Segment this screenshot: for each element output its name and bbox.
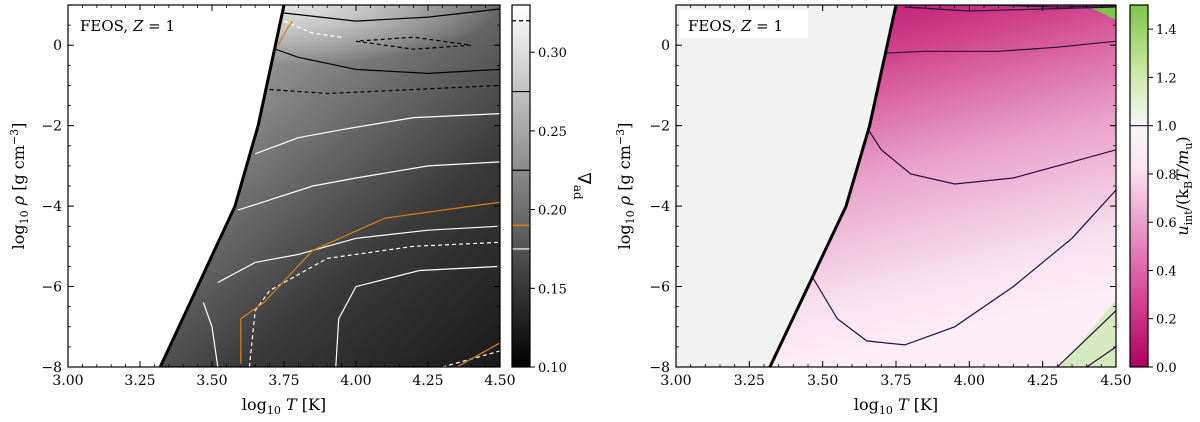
left-colorbar: 0.10 0.15 0.20 0.25 0.30 ∇ad (511, 4, 594, 376)
left-contour-group (202, 8, 500, 367)
right-contour-line (857, 113, 1116, 185)
left-x-tick-label: 4.25 (412, 373, 443, 389)
right-x-axis: 3.00 3.25 3.50 3.75 4.00 4.25 4.50 (660, 5, 1132, 389)
left-contour-line (277, 20, 294, 46)
right-y-tick-label: 0 (661, 38, 670, 54)
left-contour-line (240, 201, 500, 367)
left-contour-line (283, 8, 500, 22)
right-y-tick-label: −4 (649, 199, 670, 215)
right-colorbar-gradient (1130, 5, 1148, 367)
left-x-tick-label: 3.50 (196, 373, 227, 389)
right-contour-line (904, 6, 1116, 12)
left-colorbar-tick-label: 0.20 (538, 204, 567, 219)
right-x-tick-label: 3.25 (734, 373, 765, 389)
right-y-tick-label: −8 (649, 360, 670, 376)
right-colorbar-label: uint/(kBT/mu) (1173, 136, 1195, 235)
right-y-axis-label: log10 ρ [g cm−3] (614, 123, 637, 250)
left-panel: 3.00 3.25 3.50 3.75 4.00 4.25 4.50 0 −2 −4 −6 −8 F… (8, 4, 594, 417)
left-colorbar-ticks: 0.10 0.15 0.20 0.25 0.30 (530, 46, 567, 376)
left-colorbar-tick-label: 0.10 (538, 361, 567, 376)
left-colorbar-tick-label: 0.30 (538, 46, 567, 61)
left-y-tick-label: −4 (41, 199, 62, 215)
left-contour-line (456, 342, 500, 367)
right-colorbar-tick-label: 0.6 (1156, 216, 1177, 231)
left-x-tick-label: 4.50 (484, 373, 515, 389)
right-y-tick-label: −2 (649, 119, 670, 135)
right-colorbar-tick-label: 0.0 (1156, 361, 1177, 376)
right-colorbar-tick-label: 0.4 (1156, 264, 1177, 279)
right-x-tick-label: 4.00 (954, 373, 985, 389)
right-colorbar-tick-label: 1.4 (1156, 23, 1177, 38)
right-colorbar: 0.0 0.2 0.4 0.6 0.8 1.0 1.2 1.4 uint/(kBT/mu) (1129, 4, 1195, 376)
right-x-tick-label: 4.50 (1100, 373, 1131, 389)
right-invalid-region (676, 5, 896, 367)
left-annotation: FEOS, Z = 1 (80, 17, 175, 35)
left-colorbar-frame (511, 4, 531, 368)
right-contour-line (1086, 346, 1116, 367)
right-x-axis-label: log10 T [K] (854, 395, 938, 417)
left-colorbar-tick-label: 0.25 (538, 125, 567, 140)
right-annotation: FEOS, Z = 1 (688, 17, 783, 35)
left-colorbar-lines (512, 20, 530, 250)
right-colorbar-ticks: 0.0 0.2 0.4 0.6 0.8 1.0 1.2 1.4 (1148, 23, 1177, 376)
right-colorbar-tick-label: 1.0 (1156, 120, 1177, 135)
left-contour-line (237, 161, 500, 211)
left-x-tick-label: 3.75 (268, 373, 299, 389)
left-x-tick-label: 3.00 (52, 373, 83, 389)
left-y-axis: 0 −2 −4 −6 −8 (41, 4, 500, 376)
right-colorbar-tick-label: 0.2 (1156, 313, 1177, 328)
right-contour-line (881, 40, 1116, 54)
left-contour-line (202, 302, 219, 367)
left-annotation-box (72, 10, 200, 38)
left-boundary-line (158, 5, 286, 367)
left-contour-line (254, 113, 500, 155)
right-panel: 3.00 3.25 3.50 3.75 4.00 4.25 4.50 0 −2 −4 −6 −8 F… (614, 4, 1195, 417)
left-contour-line (248, 241, 500, 367)
right-x-tick-label: 4.25 (1027, 373, 1058, 389)
right-contour-group (810, 5, 1116, 367)
right-boundary-line (768, 5, 898, 367)
right-y-tick-label: −6 (649, 280, 670, 296)
left-contour-line (283, 20, 342, 38)
left-x-tick-label: 3.25 (124, 373, 155, 389)
left-x-axis: 3.00 3.25 3.50 3.75 4.00 4.25 4.50 (52, 5, 516, 389)
left-y-tick-label: −6 (41, 280, 62, 296)
left-colorbar-tick-label: 0.15 (538, 282, 567, 297)
left-y-tick-label: −8 (41, 360, 62, 376)
left-y-tick-label: −2 (41, 119, 62, 135)
left-contour-line (217, 225, 500, 284)
left-contour-line (275, 48, 500, 75)
right-heatmap-green-top (1085, 5, 1116, 20)
right-contour-line (1056, 310, 1116, 367)
right-x-tick-label: 3.00 (660, 373, 691, 389)
right-colorbar-frame (1129, 4, 1149, 368)
left-contour-line (335, 265, 500, 367)
right-x-tick-label: 3.75 (880, 373, 911, 389)
left-x-tick-label: 4.00 (340, 373, 371, 389)
right-colorbar-tick-label: 1.2 (1156, 71, 1177, 86)
left-y-axis-label: log10 ρ [g cm−3] (8, 123, 31, 250)
left-y-tick-label: 0 (53, 38, 62, 54)
right-annotation-box (680, 10, 808, 38)
left-colorbar-label: ∇ad (571, 172, 594, 200)
right-y-axis: 0 −2 −4 −6 −8 (649, 4, 1116, 376)
right-contour-line (810, 189, 1116, 346)
left-colorbar-gradient (512, 5, 530, 367)
left-invalid-region (68, 5, 284, 367)
right-colorbar-tick-label: 0.8 (1156, 168, 1177, 183)
right-x-tick-label: 3.50 (807, 373, 838, 389)
left-contour-line (269, 84, 500, 95)
left-x-axis-label: log10 T [K] (242, 395, 326, 417)
left-contour-line (355, 36, 472, 50)
